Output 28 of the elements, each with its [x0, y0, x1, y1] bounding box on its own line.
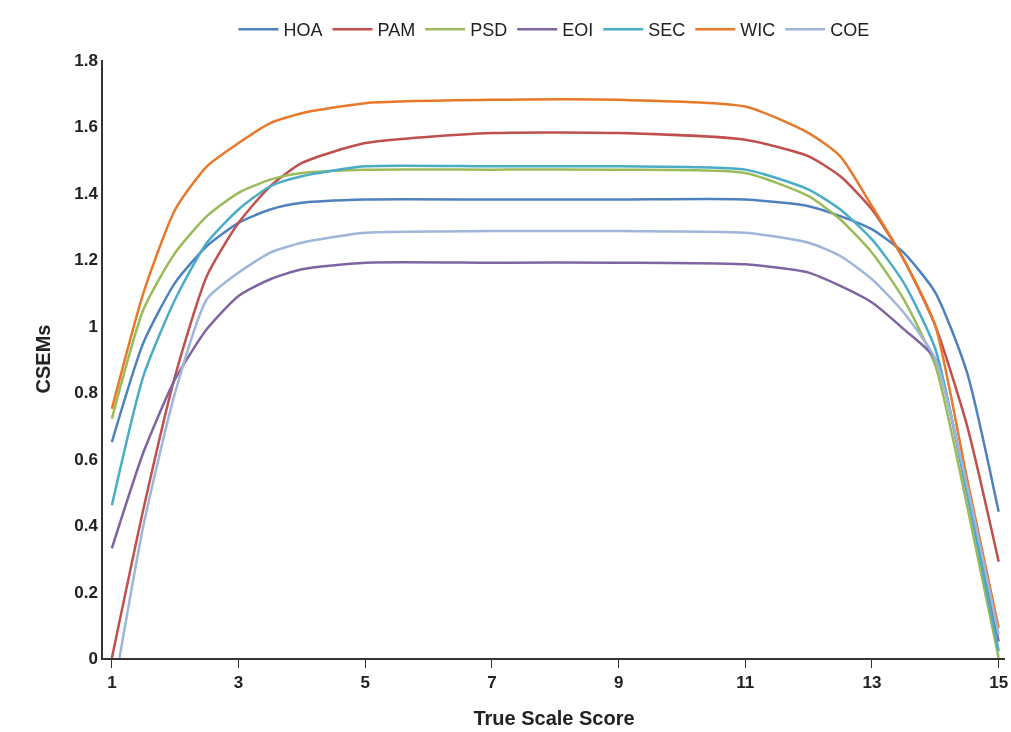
y-tick-label: 0.4 — [74, 516, 99, 536]
legend-label: COE — [830, 20, 870, 41]
x-tick-label: 5 — [360, 673, 370, 693]
y-tick-label: 1 — [88, 316, 98, 336]
x-tick-label: 13 — [862, 673, 882, 693]
x-axis-title: True Scale Score — [473, 707, 635, 730]
y-tick-label: 0.2 — [74, 582, 98, 602]
x-tick-label: 11 — [736, 673, 755, 693]
legend-label: SEC — [648, 20, 686, 41]
legend-label: PSD — [470, 20, 508, 41]
legend-label: HOA — [283, 20, 323, 41]
x-tick-label: 15 — [989, 673, 1009, 693]
y-tick-label: 1.4 — [74, 183, 99, 203]
line-series — [110, 197, 1000, 514]
y-tick-label: 0 — [88, 648, 98, 668]
y-axis-title: CSEMs — [32, 324, 55, 394]
x-tick-label: 9 — [613, 673, 624, 693]
x-tick-label: 7 — [487, 673, 497, 693]
y-tick-label: 0.6 — [74, 449, 98, 469]
x-tick-label: 1 — [107, 673, 117, 693]
y-tick-label: 1.8 — [74, 50, 98, 70]
legend-label: EOI — [562, 20, 594, 41]
y-tick-label: 1.2 — [74, 250, 98, 270]
y-tick-label: 1.6 — [74, 117, 98, 137]
x-tick-label: 3 — [233, 673, 244, 693]
legend-label: WIC — [740, 20, 776, 41]
y-tick-label: 0.8 — [74, 383, 98, 403]
legend-label: PAM — [377, 20, 416, 41]
